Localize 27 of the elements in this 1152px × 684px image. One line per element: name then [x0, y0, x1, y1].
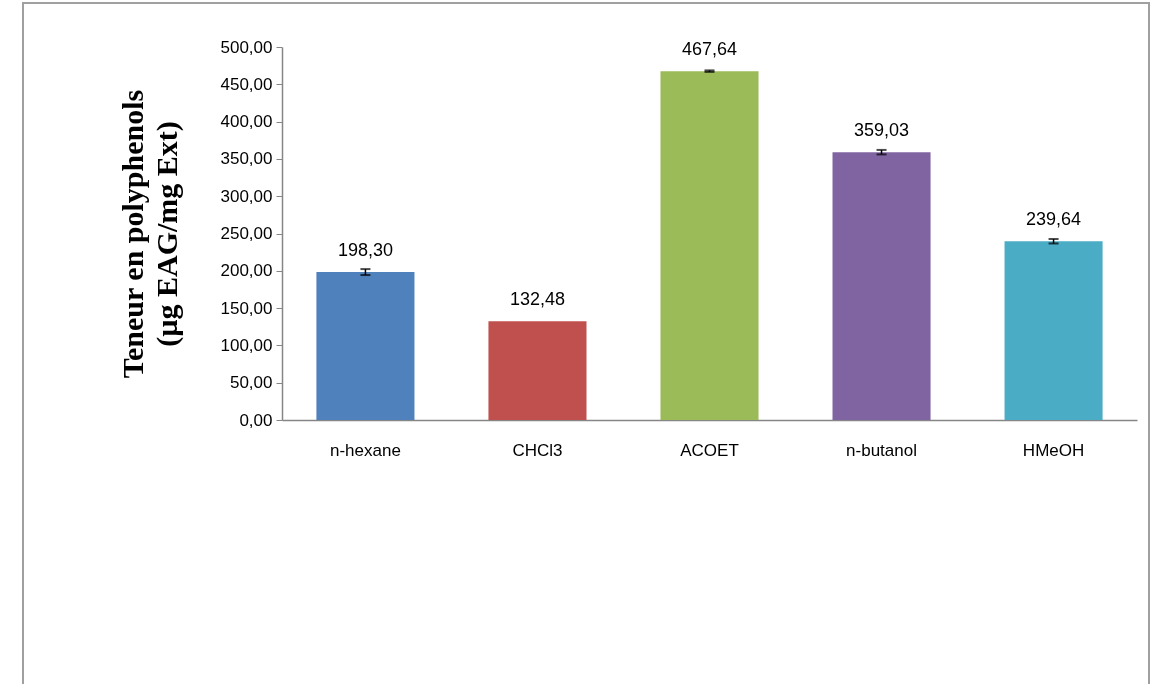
y-tick-label: 500,00 — [220, 37, 273, 57]
y-tick-label: 100,00 — [220, 335, 273, 355]
x-tick-label: ACOET — [680, 440, 739, 460]
data-label: 198,30 — [337, 240, 393, 261]
x-tick-label: n-hexane — [329, 440, 401, 460]
bar — [316, 272, 415, 420]
bar — [488, 321, 587, 420]
y-axis-title: Teneur en polyphenols (µg EAG/mg Ext) — [115, 89, 184, 379]
x-tick-label: CHCl3 — [512, 440, 563, 460]
data-label: 359,03 — [854, 120, 910, 141]
y-tick-label: 400,00 — [220, 112, 273, 132]
x-tick-label: n-butanol — [846, 440, 917, 460]
y-tick-label: 50,00 — [229, 373, 273, 393]
data-label: 132,48 — [509, 289, 565, 310]
bar — [660, 71, 759, 420]
data-label: 467,64 — [681, 39, 738, 60]
y-tick-label: 250,00 — [220, 224, 273, 243]
x-tick-label: HMeOH — [1022, 440, 1085, 460]
bar — [1004, 241, 1103, 420]
y-tick-label: 150,00 — [220, 298, 273, 318]
y-tick-label: 200,00 — [220, 261, 273, 281]
y-tick-label: 300,00 — [220, 186, 273, 206]
data-label: 239,64 — [1026, 209, 1082, 230]
y-tick-label: 350,00 — [220, 149, 273, 169]
y-tick-label: 450,00 — [220, 74, 273, 94]
y-tick-label: 0,00 — [239, 410, 273, 430]
bar — [832, 152, 931, 420]
